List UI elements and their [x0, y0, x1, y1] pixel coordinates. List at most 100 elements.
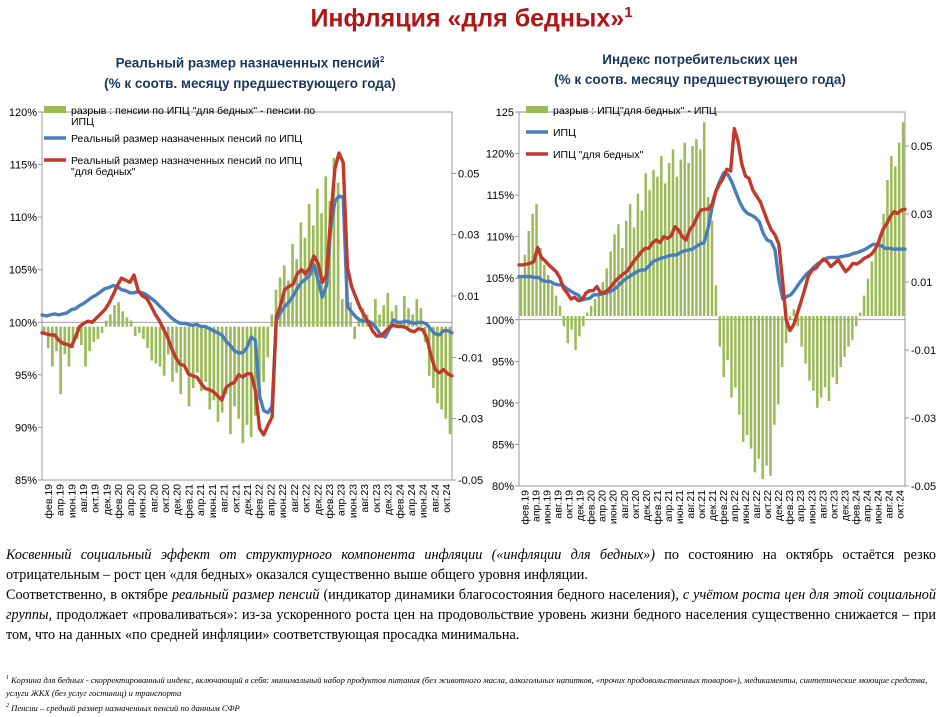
right-x-tick-label: июн.19	[542, 490, 554, 524]
right-x-tick-label: дек.23	[839, 490, 851, 521]
left-gap-bar	[332, 158, 336, 327]
right-x-tick-label: авг.19	[553, 490, 565, 519]
left-left-tick-label: 115%	[10, 160, 38, 172]
right-x-tick-label: дек.22	[773, 490, 785, 521]
left-x-tick-label: окт.20	[160, 484, 172, 513]
left-x-tick-label: июн.19	[66, 484, 78, 518]
right-gap-bar	[582, 316, 585, 327]
right-gap-bar	[847, 316, 850, 347]
left-gap-bar	[150, 326, 154, 361]
left-left-tick-label: 100%	[9, 317, 37, 329]
right-gap-bar	[578, 316, 581, 337]
right-left-tick-label: 80%	[492, 481, 514, 493]
right-left-tick-label: 105%	[486, 273, 514, 285]
right-gap-bar	[800, 316, 803, 347]
right-gap-bar	[882, 214, 885, 316]
right-gap-bar	[683, 142, 686, 316]
left-gap-bar	[382, 305, 385, 327]
left-x-tick-label: фев.23	[324, 484, 336, 519]
commentary-paragraph-1: Косвенный социальный эффект от структурн…	[6, 547, 936, 583]
right-gap-bar	[894, 166, 897, 316]
right-gap-bar	[535, 203, 538, 316]
left-gap-bar	[386, 292, 390, 327]
left-gap-bar	[448, 326, 452, 434]
right-right-tick-label: -0.01	[911, 345, 936, 357]
right-gap-bar	[718, 316, 722, 347]
right-gap-bar	[613, 234, 616, 316]
right-gap-bar	[874, 248, 878, 316]
left-x-tick-label: окт.22	[301, 484, 313, 513]
left-gap-bar	[88, 326, 91, 352]
left-gap-bar	[158, 326, 162, 367]
right-x-tick-label: июн.20	[608, 490, 620, 524]
left-gap-bar	[42, 326, 46, 333]
right-x-tick-label: окт.20	[630, 490, 642, 519]
right-gap-bar	[741, 316, 745, 442]
left-gap-bar	[183, 326, 187, 367]
left-gap-bar	[154, 326, 158, 364]
right-gap-bar	[687, 163, 690, 316]
left-gap-bar	[249, 326, 253, 438]
left-x-tick-label: дек.22	[312, 484, 324, 515]
right-gap-bar	[706, 197, 710, 316]
right-gap-bar	[866, 278, 870, 316]
left-x-tick-label: дек.23	[383, 484, 395, 515]
left-gap-bar	[113, 305, 116, 327]
left-x-tick-label: дек.20	[172, 484, 184, 515]
left-right-tick-label: -0.03	[458, 414, 483, 426]
right-gap-bar	[585, 312, 589, 316]
right-gap-bar	[831, 316, 835, 378]
left-x-tick-label: окт.19	[90, 484, 102, 513]
left-x-tick-label: фев.21	[183, 484, 195, 519]
right-gap-bar	[823, 316, 827, 388]
right-gap-bar	[531, 214, 534, 316]
left-legend-label-1: разрыв : пенсии по ИПЦ "для бедных" - пе…	[71, 105, 315, 128]
left-gap-bar	[71, 326, 75, 349]
right-gap-bar	[901, 122, 905, 316]
right-gap-bar	[753, 316, 757, 473]
left-gap-bar	[162, 326, 166, 376]
right-left-tick-label: 85%	[492, 439, 514, 451]
left-gap-bar	[104, 320, 108, 327]
right-x-tick-label: апр.22	[729, 490, 741, 522]
right-gap-bar	[628, 203, 632, 316]
right-gap-bar	[699, 149, 702, 316]
right-gap-bar	[812, 316, 815, 391]
left-gap-bar	[51, 326, 54, 367]
left-x-tick-label: окт.24	[441, 484, 453, 513]
right-gap-bar	[780, 316, 784, 367]
right-legend-label-1: разрыв : ИПЦ"для бедных" - ИПЦ	[553, 105, 717, 117]
footnotes: 1 Корзина для бедных - скорректированный…	[6, 672, 936, 715]
right-gap-bar	[667, 163, 671, 316]
right-gap-bar	[730, 316, 733, 398]
right-gap-bar	[644, 173, 647, 316]
left-gap-bar	[175, 326, 178, 373]
right-gap-bar	[597, 288, 601, 316]
left-gap-bar	[179, 326, 183, 395]
right-x-tick-label: июн.21	[674, 490, 686, 524]
right-gap-bar	[550, 285, 554, 316]
left-right-tick-label: -0.05	[458, 475, 483, 487]
right-gap-bar	[722, 316, 725, 378]
page-title: Инфляция «для бедных»1	[310, 4, 633, 33]
right-left-tick-label: 95%	[492, 356, 514, 368]
right-gap-bar	[624, 220, 628, 316]
right-x-tick-label: фев.19	[520, 490, 532, 525]
right-gap-bar	[738, 316, 741, 415]
left-x-tick-label: июн.21	[207, 484, 219, 518]
right-gap-bar	[566, 316, 569, 344]
right-gap-bar	[691, 146, 694, 316]
left-x-tick-label: июн.23	[347, 484, 359, 518]
right-gap-bar	[640, 210, 644, 316]
left-gap-bar	[440, 326, 443, 410]
right-legend-swatch-bars	[526, 106, 548, 113]
left-gap-bar	[407, 308, 410, 327]
left-gap-bar	[129, 320, 133, 327]
left-gap-bar	[411, 314, 414, 327]
right-gap-bar	[839, 316, 842, 367]
right-gap-bar	[773, 316, 776, 425]
left-x-tick-label: авг.21	[219, 484, 231, 513]
left-gap-bar	[100, 326, 104, 333]
left-gap-bar	[299, 222, 303, 327]
right-legend-label-3: ИПЦ "для бедных"	[553, 149, 644, 161]
